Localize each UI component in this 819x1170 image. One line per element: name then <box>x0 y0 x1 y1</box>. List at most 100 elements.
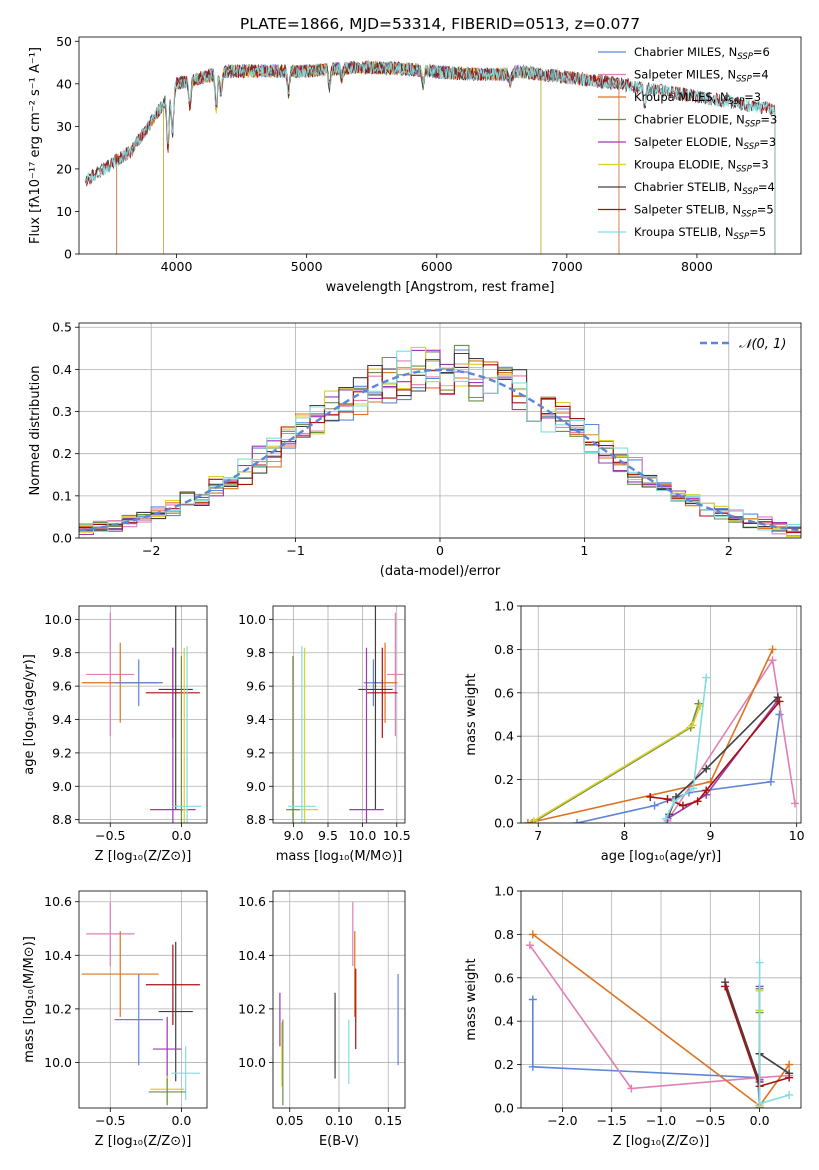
weight-marker <box>689 784 698 793</box>
y-tick-label: 10.6 <box>238 894 266 909</box>
y-tick-label: 8.8 <box>52 812 72 827</box>
axes-frame: −2 −1 0 1 2 0.0 0.1 0.2 0.3 0.4 0.5 (data-model)/er… <box>28 320 802 579</box>
y-tick-label: 9.8 <box>246 645 266 660</box>
y-tick-label: 9.6 <box>246 679 266 694</box>
errorbar-point <box>148 1078 186 1106</box>
x-tick-label: 0 <box>436 543 444 558</box>
x-tick-label: 7000 <box>551 259 583 274</box>
x-axis-label: Z [log₁₀(Z/Z⊙)] <box>95 849 192 864</box>
weight-marker <box>529 816 538 823</box>
y-tick-label: 10.0 <box>44 612 72 627</box>
legend-entry: Chabrier MILES, NSSP=6 <box>634 45 770 62</box>
weight-series-line <box>724 986 790 1088</box>
weight-marker <box>721 982 730 991</box>
axes-frame: 4000 5000 6000 7000 8000 0 10 20 30 40 50 wavelengt… <box>28 15 802 295</box>
y-tick-label: 50 <box>56 34 72 49</box>
weight-marker <box>688 721 697 730</box>
legend-entry: Kroupa ELODIE, NSSP=3 <box>634 158 769 175</box>
y-tick-label: 10.2 <box>238 1001 266 1016</box>
x-tick-label: −2.0 <box>547 1113 577 1128</box>
y-tick-label: 10.2 <box>44 1001 72 1016</box>
y-tick-label: 0.0 <box>494 1101 514 1116</box>
x-tick-label: 0.10 <box>325 1113 353 1128</box>
y-tick-label: 0.2 <box>52 446 72 461</box>
weight-series-line <box>532 999 761 1108</box>
y-tick-label: 9.6 <box>52 679 72 694</box>
weight-series-line <box>576 714 781 823</box>
y-axis-label: mass [log₁₀(M/M⊙)] <box>22 936 37 1063</box>
weight-marker <box>775 710 784 719</box>
x-tick-label: 0.0 <box>171 1113 191 1128</box>
y-tick-label: 0.8 <box>494 642 514 657</box>
x-tick-label: −1.0 <box>646 1113 676 1128</box>
weight-marker <box>755 1099 764 1108</box>
y-tick-label: 0.4 <box>494 729 514 744</box>
weight-marker <box>678 801 687 810</box>
x-axis-label: E(B-V) <box>319 1134 359 1149</box>
weight-marker <box>663 795 672 804</box>
legend-entry: Kroupa STELIB, NSSP=5 <box>634 225 766 242</box>
weight-marker <box>785 1090 794 1099</box>
legend-entry: Salpeter MILES, NSSP=4 <box>634 68 769 85</box>
y-tick-label: 40 <box>56 76 72 91</box>
errorbar-point <box>171 1046 200 1100</box>
age-vs-mass-panel: 9.0 9.5 10.0 10.5 8.8 9.0 9.2 9.4 9.6 9.8 10.0 mass… <box>238 605 411 864</box>
x-tick-label: −1.5 <box>597 1113 627 1128</box>
plot-area <box>81 606 202 823</box>
legend-entry: Chabrier ELODIE, NSSP=3 <box>634 113 777 130</box>
y-tick-label: 0.6 <box>494 685 514 700</box>
y-axis-label: mass weight <box>464 958 479 1040</box>
x-axis-label: age [log₁₀(age/yr)] <box>601 849 722 864</box>
y-tick-label: 9.4 <box>246 712 266 727</box>
x-tick-label: −2 <box>142 543 160 558</box>
spectrum-series-line <box>85 60 776 254</box>
y-tick-label: 1.0 <box>494 884 514 899</box>
weight-marker <box>528 995 537 1004</box>
plot-area <box>85 60 776 254</box>
x-tick-label: 0.0 <box>750 1113 770 1128</box>
y-tick-label: 1.0 <box>494 599 514 614</box>
y-tick-label: 9.0 <box>52 779 72 794</box>
weight-marker <box>525 941 534 950</box>
legend-entry: Chabrier STELIB, NSSP=4 <box>634 180 775 197</box>
y-tick-label: 10.4 <box>44 948 72 963</box>
y-tick-label: 0.5 <box>52 320 72 335</box>
legend: 𝒩(0, 1) <box>700 337 786 352</box>
axes-frame: −0.5 0.0 8.8 9.0 9.2 9.4 9.6 9.8 10.0 Z [log₁₀(Z/… <box>22 605 208 864</box>
errorbar-point <box>86 612 135 737</box>
y-tick-label: 10.0 <box>238 612 266 627</box>
weight-marker <box>785 1060 794 1069</box>
x-tick-label: 9.0 <box>284 828 304 843</box>
y-axis-label: age [log₁₀(age/yr)] <box>22 654 37 775</box>
x-tick-label: −0.5 <box>95 828 125 843</box>
x-tick-label: 0.0 <box>171 828 191 843</box>
x-tick-label: 10.0 <box>348 828 376 843</box>
x-axis-label: (data-model)/error <box>380 564 501 579</box>
weight-marker <box>523 819 532 823</box>
weight-vs-metallicity-panel: −2.0 −1.5 −1.0 −0.5 0.0 0.0 0.2 0.4 0.6 0.8 1.0 Z [… <box>464 884 802 1149</box>
axes-frame: 7 8 9 10 0.0 0.2 0.4 0.6 0.8 1.0 age [log₁₀(age/yr… <box>464 599 805 865</box>
weight-marker <box>693 797 702 806</box>
weight-vs-age-panel: 7 8 9 10 0.0 0.2 0.4 0.6 0.8 1.0 age [log₁₀(age/yr… <box>464 599 805 865</box>
errorbar-point <box>114 659 163 707</box>
y-tick-label: 8.8 <box>246 812 266 827</box>
errorbar-point <box>288 646 316 823</box>
plot-area <box>279 901 399 1106</box>
y-tick-label: 0.0 <box>494 816 514 831</box>
y-tick-label: 0.2 <box>494 772 514 787</box>
errorbar-point <box>387 612 404 737</box>
x-tick-label: −0.5 <box>95 1113 125 1128</box>
x-axis-label: mass [log₁₀(M/M⊙)] <box>276 849 403 864</box>
y-tick-label: 10.6 <box>44 894 72 909</box>
errorbar-point <box>81 931 159 1017</box>
axes-frame: −0.5 0.0 10.0 10.2 10.4 10.6 Z [log₁₀(Z/Z⊙)] ma… <box>22 890 208 1149</box>
y-tick-label: 10 <box>56 204 72 219</box>
y-axis-label: mass weight <box>464 673 479 755</box>
weight-marker <box>768 656 777 665</box>
x-tick-label: 10 <box>789 828 805 843</box>
weight-marker <box>661 814 670 823</box>
y-axis-label: Normed distribution <box>28 366 43 496</box>
x-tick-label: −0.5 <box>695 1113 725 1128</box>
weight-series-line <box>529 944 790 1090</box>
